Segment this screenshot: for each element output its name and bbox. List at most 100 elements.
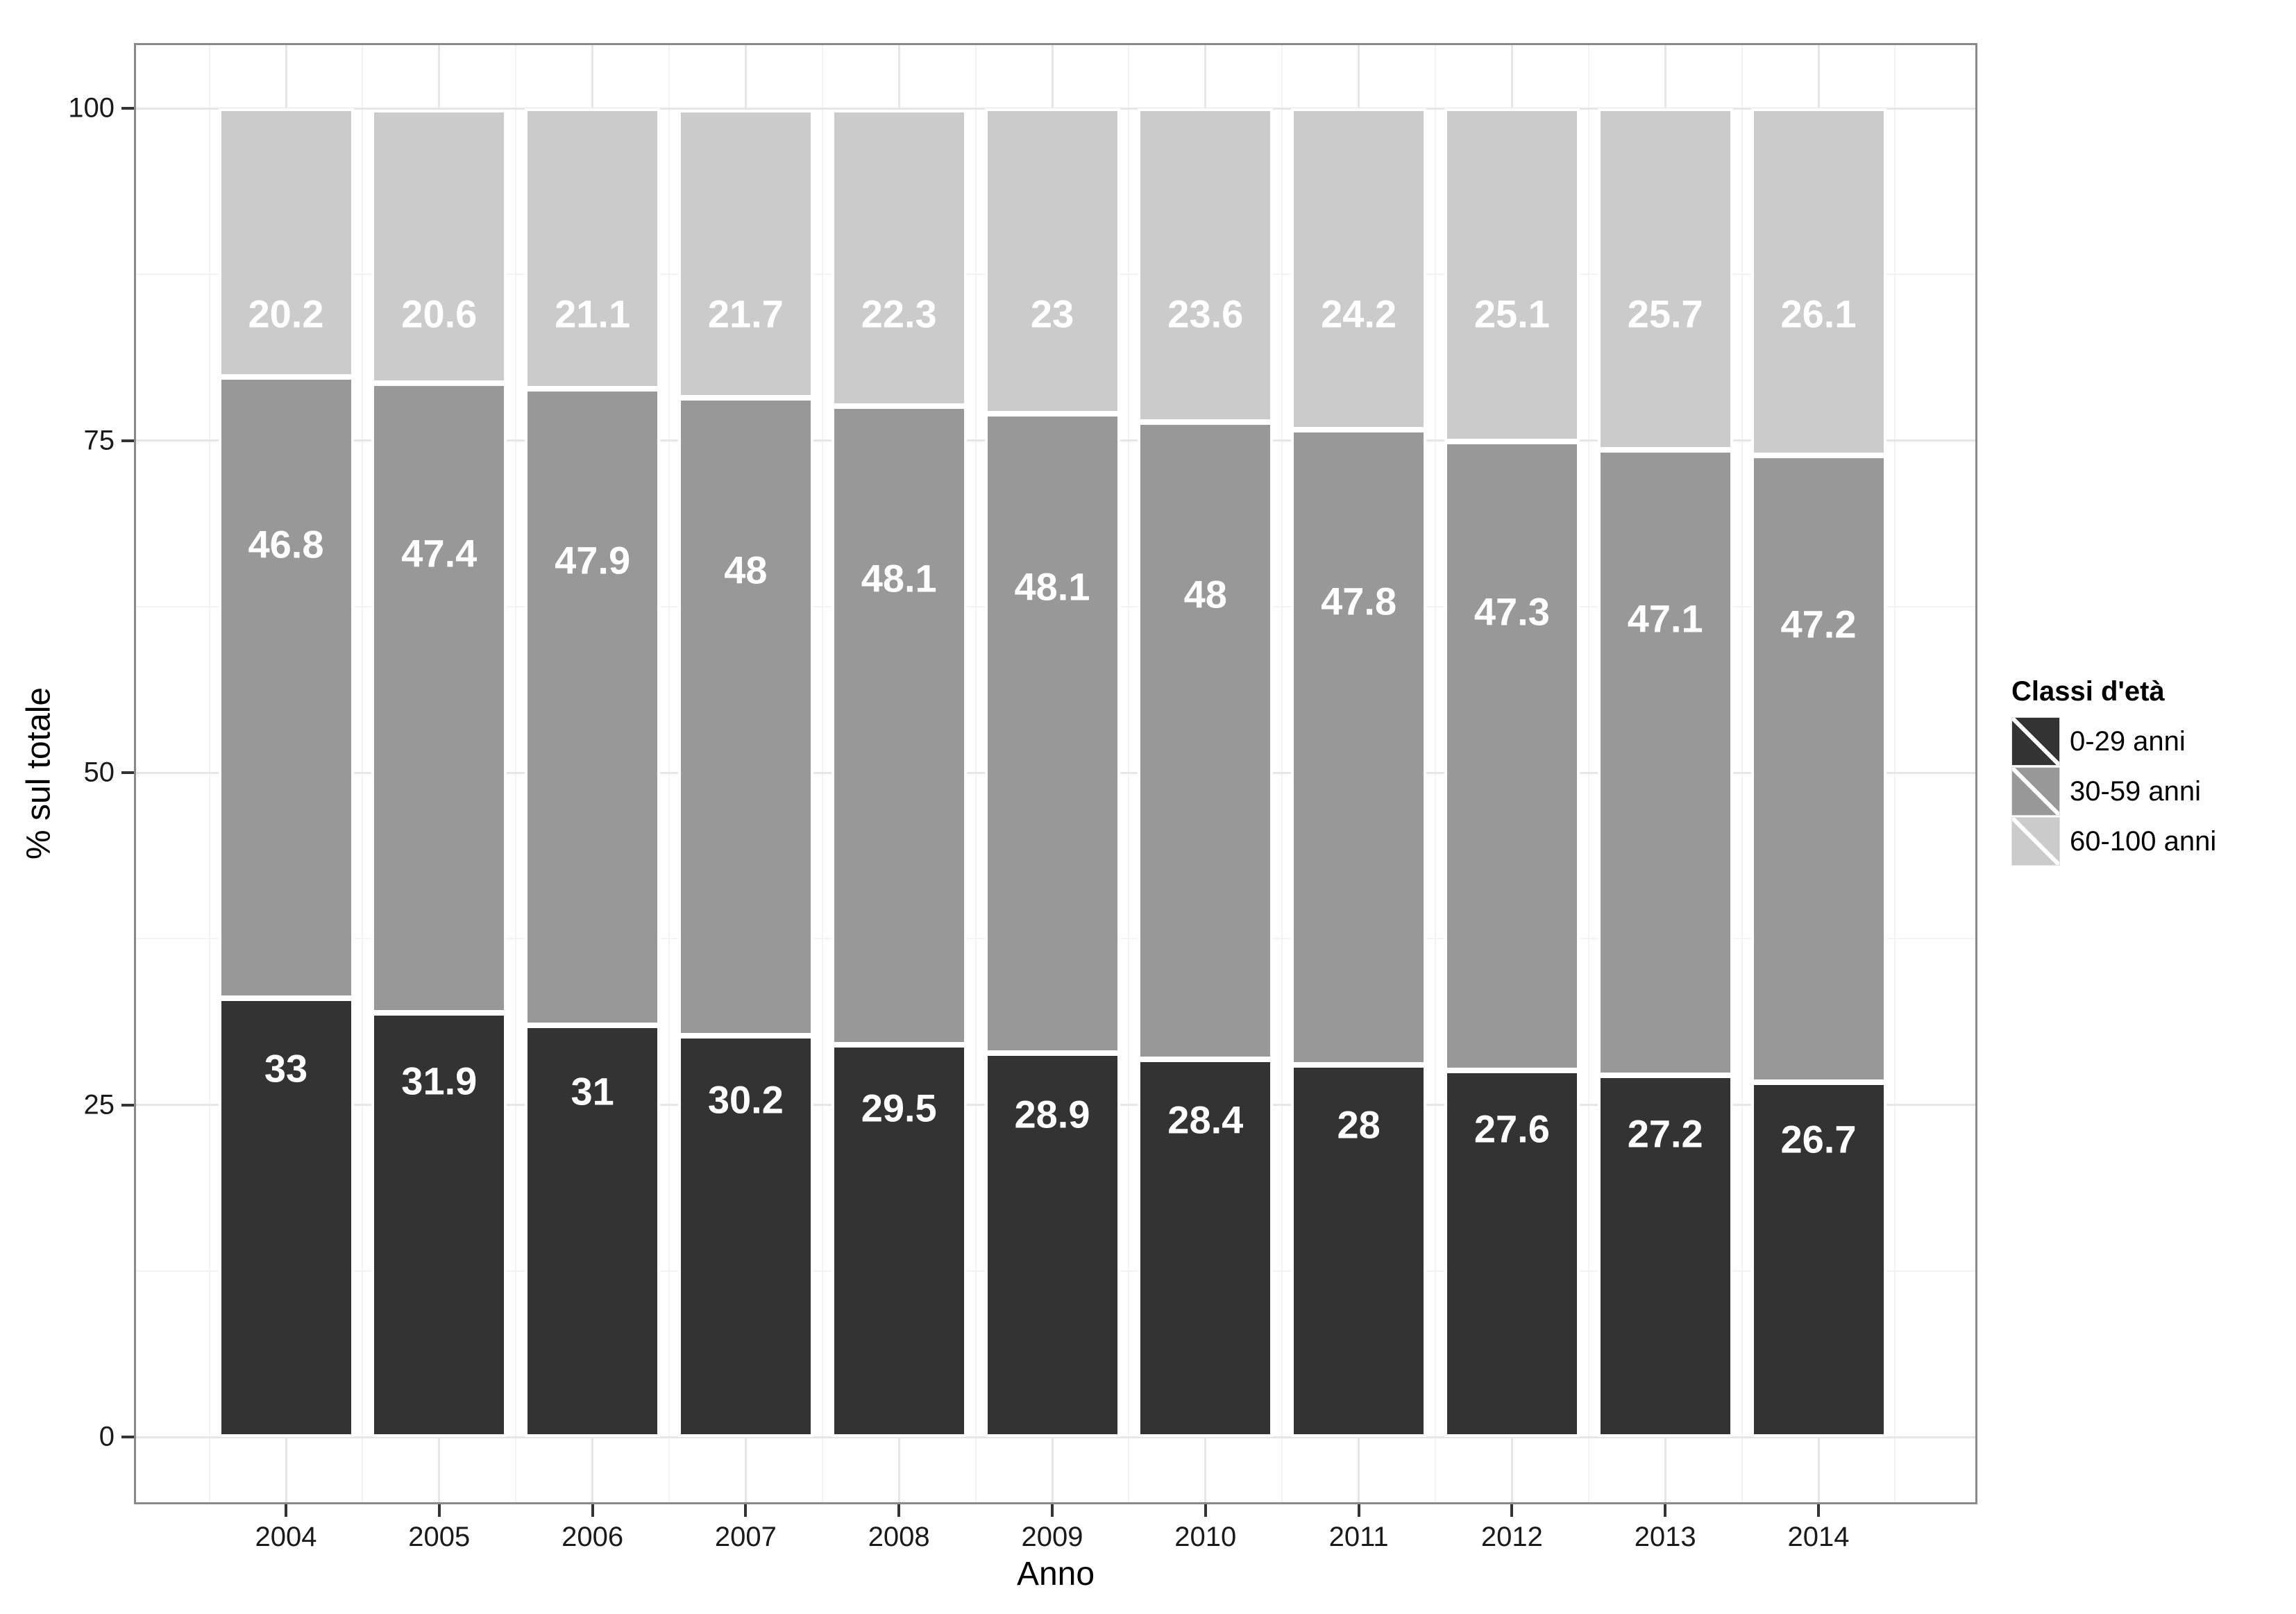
bar-value-label: 47.1 bbox=[1627, 596, 1703, 641]
legend-item: 60-100 anni bbox=[2011, 817, 2216, 866]
gridline-vertical-minor bbox=[1435, 43, 1436, 1504]
x-tick-label: 2006 bbox=[562, 1522, 624, 1552]
bar-segment-30-59-anni bbox=[831, 405, 967, 1045]
bar-segment-60-100-anni bbox=[831, 109, 967, 406]
x-tick-mark bbox=[897, 1504, 901, 1517]
legend-key-swatch bbox=[2011, 817, 2060, 866]
y-tick-label: 25 bbox=[83, 1089, 115, 1120]
bar-value-label: 21.1 bbox=[555, 292, 631, 336]
bar-value-label: 24.2 bbox=[1321, 292, 1397, 336]
bar-value-label: 27.2 bbox=[1627, 1111, 1703, 1156]
bar-value-label: 33 bbox=[264, 1046, 308, 1091]
bar-segment-0-29-anni bbox=[1444, 1070, 1580, 1437]
bar-value-label: 47.2 bbox=[1780, 602, 1857, 646]
gridline-vertical-minor bbox=[1281, 43, 1283, 1504]
bar-value-label: 47.8 bbox=[1321, 579, 1397, 623]
bar-value-label: 25.1 bbox=[1474, 292, 1550, 336]
x-tick-mark bbox=[1817, 1504, 1820, 1517]
bar-value-label: 48 bbox=[724, 548, 768, 592]
x-tick-mark bbox=[1664, 1504, 1667, 1517]
x-tick-mark bbox=[744, 1504, 748, 1517]
legend-item-label: 60-100 anni bbox=[2070, 825, 2217, 857]
gridline-vertical-minor bbox=[1741, 43, 1743, 1504]
bar-segment-0-29-anni bbox=[831, 1045, 967, 1437]
bar-segment-0-29-anni bbox=[677, 1035, 813, 1437]
bar-segment-0-29-anni bbox=[984, 1052, 1120, 1437]
x-tick-mark bbox=[437, 1504, 441, 1517]
bar-value-label: 28.9 bbox=[1014, 1092, 1090, 1136]
bar-value-label: 20.2 bbox=[248, 292, 324, 336]
bar-segment-60-100-anni bbox=[1750, 108, 1886, 455]
bar-value-label: 48.1 bbox=[1014, 564, 1090, 609]
bar-segment-60-100-anni bbox=[1138, 108, 1274, 422]
bar-segment-30-59-anni bbox=[677, 398, 813, 1036]
gridline-vertical-minor bbox=[1587, 43, 1589, 1504]
x-tick-label: 2012 bbox=[1480, 1522, 1543, 1552]
x-tick-mark bbox=[285, 1504, 287, 1517]
bar-segment-60-100-anni bbox=[1597, 108, 1733, 450]
x-tick-label: 2004 bbox=[255, 1522, 317, 1552]
bar-value-label: 23.6 bbox=[1167, 292, 1244, 336]
bar-value-label: 22.3 bbox=[861, 292, 937, 336]
y-tick-mark bbox=[121, 1436, 134, 1438]
x-tick-label: 2014 bbox=[1787, 1522, 1850, 1552]
bar-value-label: 26.1 bbox=[1780, 292, 1857, 336]
bar-segment-60-100-anni bbox=[218, 108, 354, 377]
bar-value-label: 26.7 bbox=[1780, 1117, 1857, 1161]
bar-value-label: 25.7 bbox=[1627, 292, 1703, 336]
bar-value-label: 28 bbox=[1337, 1102, 1381, 1147]
bar-value-label: 28.4 bbox=[1167, 1098, 1244, 1142]
legend-item: 30-59 anni bbox=[2011, 767, 2216, 816]
x-tick-mark bbox=[1051, 1504, 1054, 1517]
legend-items: 0-29 anni 30-59 anni 60-100 anni bbox=[2011, 717, 2216, 866]
x-tick-label: 2011 bbox=[1328, 1522, 1389, 1552]
bar-segment-30-59-anni bbox=[1138, 421, 1274, 1060]
bar-value-label: 47.4 bbox=[401, 531, 478, 575]
bar-segment-30-59-anni bbox=[1291, 430, 1427, 1066]
x-tick-mark bbox=[591, 1504, 594, 1517]
bar-segment-0-29-anni bbox=[1291, 1065, 1427, 1437]
bar-segment-0-29-anni bbox=[1750, 1082, 1886, 1437]
bar-segment-60-100-anni bbox=[1291, 108, 1427, 430]
x-tick-label: 2009 bbox=[1021, 1522, 1083, 1552]
x-tick-label: 2005 bbox=[408, 1522, 471, 1552]
gridline-vertical-minor bbox=[1128, 43, 1130, 1504]
x-tick-label: 2010 bbox=[1174, 1522, 1237, 1552]
bar-segment-30-59-anni bbox=[525, 388, 661, 1025]
gridline-vertical-minor bbox=[208, 43, 210, 1504]
x-tick-mark bbox=[1357, 1504, 1360, 1517]
bar-segment-60-100-anni bbox=[371, 109, 507, 384]
bar-value-label: 29.5 bbox=[861, 1086, 937, 1130]
bar-value-label: 47.9 bbox=[555, 538, 631, 582]
y-tick-label: 50 bbox=[83, 757, 115, 788]
gridline-vertical-minor bbox=[515, 43, 517, 1504]
bar-segment-0-29-anni bbox=[218, 998, 354, 1437]
bar-value-label: 27.6 bbox=[1474, 1107, 1550, 1151]
gridline-horizontal-major bbox=[134, 1436, 1977, 1438]
x-tick-label: 2008 bbox=[868, 1522, 930, 1552]
bar-segment-30-59-anni bbox=[984, 414, 1120, 1053]
bar-segment-60-100-anni bbox=[1444, 108, 1580, 442]
bar-segment-30-59-anni bbox=[218, 376, 354, 999]
bar-value-label: 23 bbox=[1030, 292, 1074, 336]
y-tick-label: 0 bbox=[99, 1421, 115, 1452]
bar-value-label: 20.6 bbox=[401, 292, 478, 336]
bar-segment-30-59-anni bbox=[1750, 455, 1886, 1082]
bar-segment-0-29-anni bbox=[1138, 1059, 1274, 1437]
y-tick-label: 75 bbox=[83, 425, 115, 455]
y-tick-mark bbox=[121, 107, 134, 110]
bar-segment-30-59-anni bbox=[1444, 442, 1580, 1070]
legend-key-swatch bbox=[2011, 717, 2060, 766]
bar-segment-0-29-anni bbox=[525, 1025, 661, 1437]
bar-segment-30-59-anni bbox=[1597, 449, 1733, 1076]
legend-title: Classi d'età bbox=[2011, 676, 2165, 707]
gridline-vertical-minor bbox=[821, 43, 823, 1504]
bar-value-label: 31.9 bbox=[401, 1059, 478, 1103]
bar-segment-60-100-anni bbox=[677, 109, 813, 398]
y-tick-mark bbox=[121, 1103, 134, 1107]
legend-item: 0-29 anni bbox=[2011, 717, 2216, 766]
x-tick-label: 2013 bbox=[1634, 1522, 1696, 1552]
bar-value-label: 46.8 bbox=[248, 522, 324, 566]
bar-value-label: 30.2 bbox=[707, 1077, 784, 1122]
legend: Classi d'età 0-29 anni 30-59 anni 60-100 a… bbox=[2011, 676, 2216, 867]
